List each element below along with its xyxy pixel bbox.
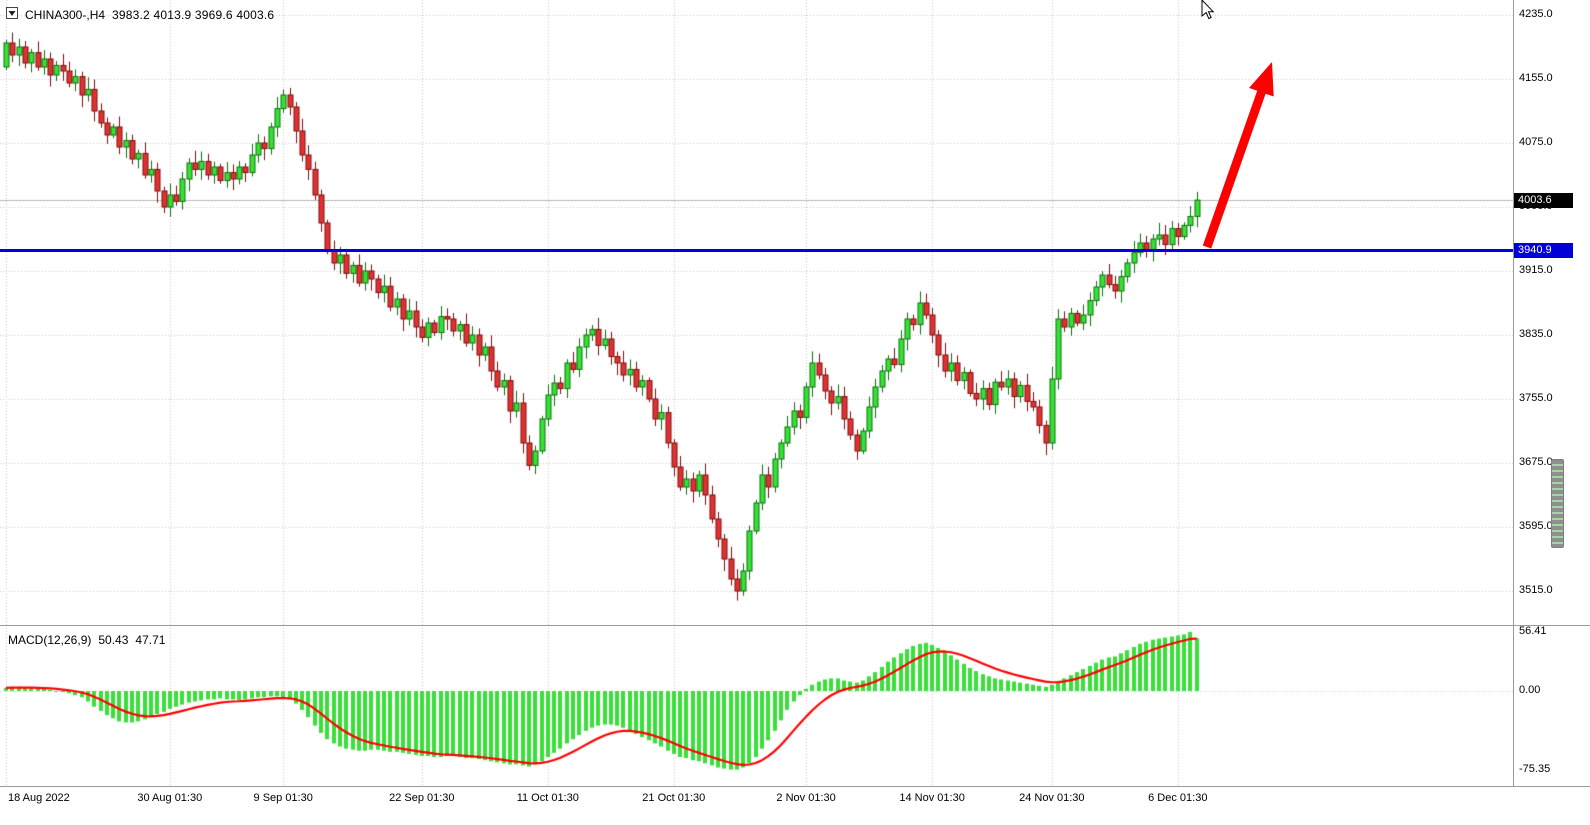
scrollbar-thumb[interactable]: [1551, 459, 1564, 548]
support-resistance-line[interactable]: [0, 248, 1513, 252]
price-axis-label: 4235.0: [1519, 8, 1553, 20]
chart-icon: [6, 7, 18, 22]
time-axis-label: 6 Dec 01:30: [1148, 792, 1208, 804]
time-axis-label: 21 Oct 01:30: [642, 792, 706, 804]
price-axis-label: 3915.0: [1519, 264, 1553, 276]
symbol-period-label: CHINA300-,H4: [25, 7, 106, 22]
time-axis-label: 24 Nov 01:30: [1019, 792, 1085, 804]
macd-axis-label: 0.00: [1519, 684, 1541, 696]
line-price-badge: 3940.9: [1514, 242, 1573, 258]
price-axis-label: 4155.0: [1519, 72, 1553, 84]
pane-separator[interactable]: [0, 625, 1590, 626]
price-axis-label: 3515.0: [1519, 584, 1553, 596]
time-axis-separator: [0, 786, 1590, 787]
price-axis-label: 4075.0: [1519, 136, 1553, 148]
price-axis-label: 3835.0: [1519, 328, 1553, 340]
macd-indicator-label: MACD(12,26,9): [8, 633, 92, 647]
time-axis-label: 30 Aug 01:30: [137, 792, 203, 804]
trend-arrow-shape[interactable]: [1202, 62, 1274, 249]
price-axis-label: 3675.0: [1519, 456, 1553, 468]
ohlc-values: 3983.2 4013.9 3969.6 4003.6: [112, 7, 275, 22]
macd-axis-label: -75.35: [1519, 762, 1551, 775]
price-axis-label: 3595.0: [1519, 520, 1553, 532]
time-axis-label: 11 Oct 01:30: [516, 792, 579, 804]
time-axis-label: 14 Nov 01:30: [899, 792, 965, 804]
time-axis-label: 2 Nov 01:30: [776, 792, 836, 804]
macd-header: MACD(12,26,9) 50.43 47.71: [8, 633, 165, 647]
time-axis-label: 18 Aug 2022: [8, 792, 70, 804]
macd-value: 50.43: [98, 633, 129, 647]
macd-signal-value: 47.71: [135, 633, 166, 647]
mouse-cursor-icon: [1201, 0, 1215, 20]
axis-border: [1513, 0, 1514, 786]
price-axis-label: 3755.0: [1519, 392, 1553, 404]
time-axis-label: 22 Sep 01:30: [389, 792, 455, 804]
symbol-ohlc-header: CHINA300-,H4 3983.2 4013.9 3969.6 4003.6: [6, 7, 274, 22]
macd-axis-label: 56.41: [1519, 624, 1547, 637]
current-price-badge: 4003.6: [1514, 192, 1573, 208]
time-axis-label: 9 Sep 01:30: [253, 792, 313, 804]
